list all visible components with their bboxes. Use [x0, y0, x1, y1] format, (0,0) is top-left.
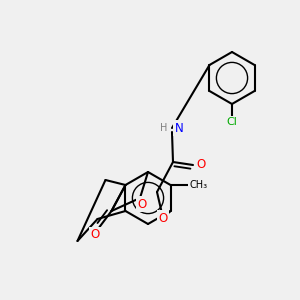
- Text: O: O: [137, 197, 147, 211]
- Text: N: N: [175, 122, 184, 134]
- Text: Cl: Cl: [226, 117, 237, 127]
- Text: H: H: [160, 123, 168, 133]
- Text: O: O: [196, 158, 206, 172]
- Text: CH₃: CH₃: [190, 180, 208, 190]
- Text: O: O: [158, 212, 168, 224]
- Text: O: O: [91, 229, 100, 242]
